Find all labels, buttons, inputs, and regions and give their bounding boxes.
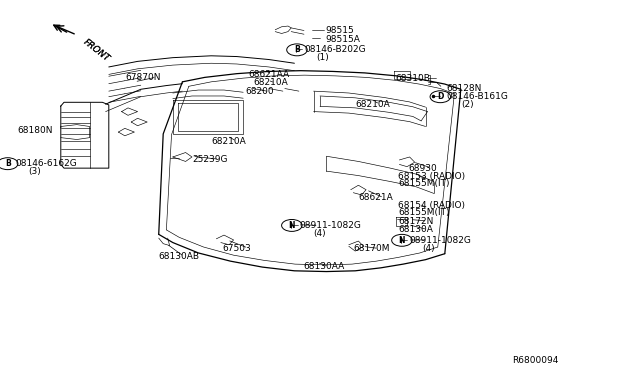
Text: 68210A: 68210A [356,100,390,109]
Text: (4): (4) [314,229,326,238]
Text: (3): (3) [28,167,41,176]
Text: N: N [399,236,405,245]
Text: 68621AA: 68621AA [248,70,289,79]
Text: 67870N: 67870N [125,73,161,81]
Text: 08146-B202G: 08146-B202G [305,45,366,54]
Text: 68155M(IT): 68155M(IT) [398,208,449,217]
Text: B: B [5,159,10,168]
Text: FRONT: FRONT [82,38,112,64]
Text: 68930: 68930 [408,164,437,173]
Text: D: D [437,92,444,101]
Text: 68170M: 68170M [353,244,390,253]
Text: R6800094: R6800094 [512,356,558,365]
Text: 68128N: 68128N [447,84,482,93]
Text: 68310B: 68310B [396,74,430,83]
Text: 68210A: 68210A [253,78,288,87]
Text: 68154 (RADIO): 68154 (RADIO) [398,201,465,210]
Text: B: B [294,45,300,54]
Text: 68210A: 68210A [211,137,246,146]
Text: 08911-1082G: 08911-1082G [410,236,472,245]
Text: 68172N: 68172N [398,217,433,226]
Text: 08911-1082G: 08911-1082G [300,221,362,230]
Text: 67503: 67503 [223,244,252,253]
Text: N: N [289,221,295,230]
Text: 08146-6162G: 08146-6162G [15,159,77,168]
Text: 68130AA: 68130AA [303,262,344,271]
Text: FRONT: FRONT [82,38,112,64]
Text: 68200: 68200 [246,87,275,96]
Text: 68130A: 68130A [398,225,433,234]
Text: 08146-B161G: 08146-B161G [447,92,509,101]
Text: (2): (2) [461,100,474,109]
Text: 68180N: 68180N [17,126,52,135]
Text: 98515A: 98515A [325,35,360,44]
Text: (4): (4) [422,244,435,253]
Text: (1): (1) [316,53,329,62]
Text: 68155M(IT): 68155M(IT) [398,179,449,188]
Text: 25239G: 25239G [192,155,227,164]
Text: 98515: 98515 [325,26,354,35]
Text: 68621A: 68621A [358,193,393,202]
Text: 68153 (RADIO): 68153 (RADIO) [398,172,465,181]
Text: 68130AB: 68130AB [159,252,200,261]
